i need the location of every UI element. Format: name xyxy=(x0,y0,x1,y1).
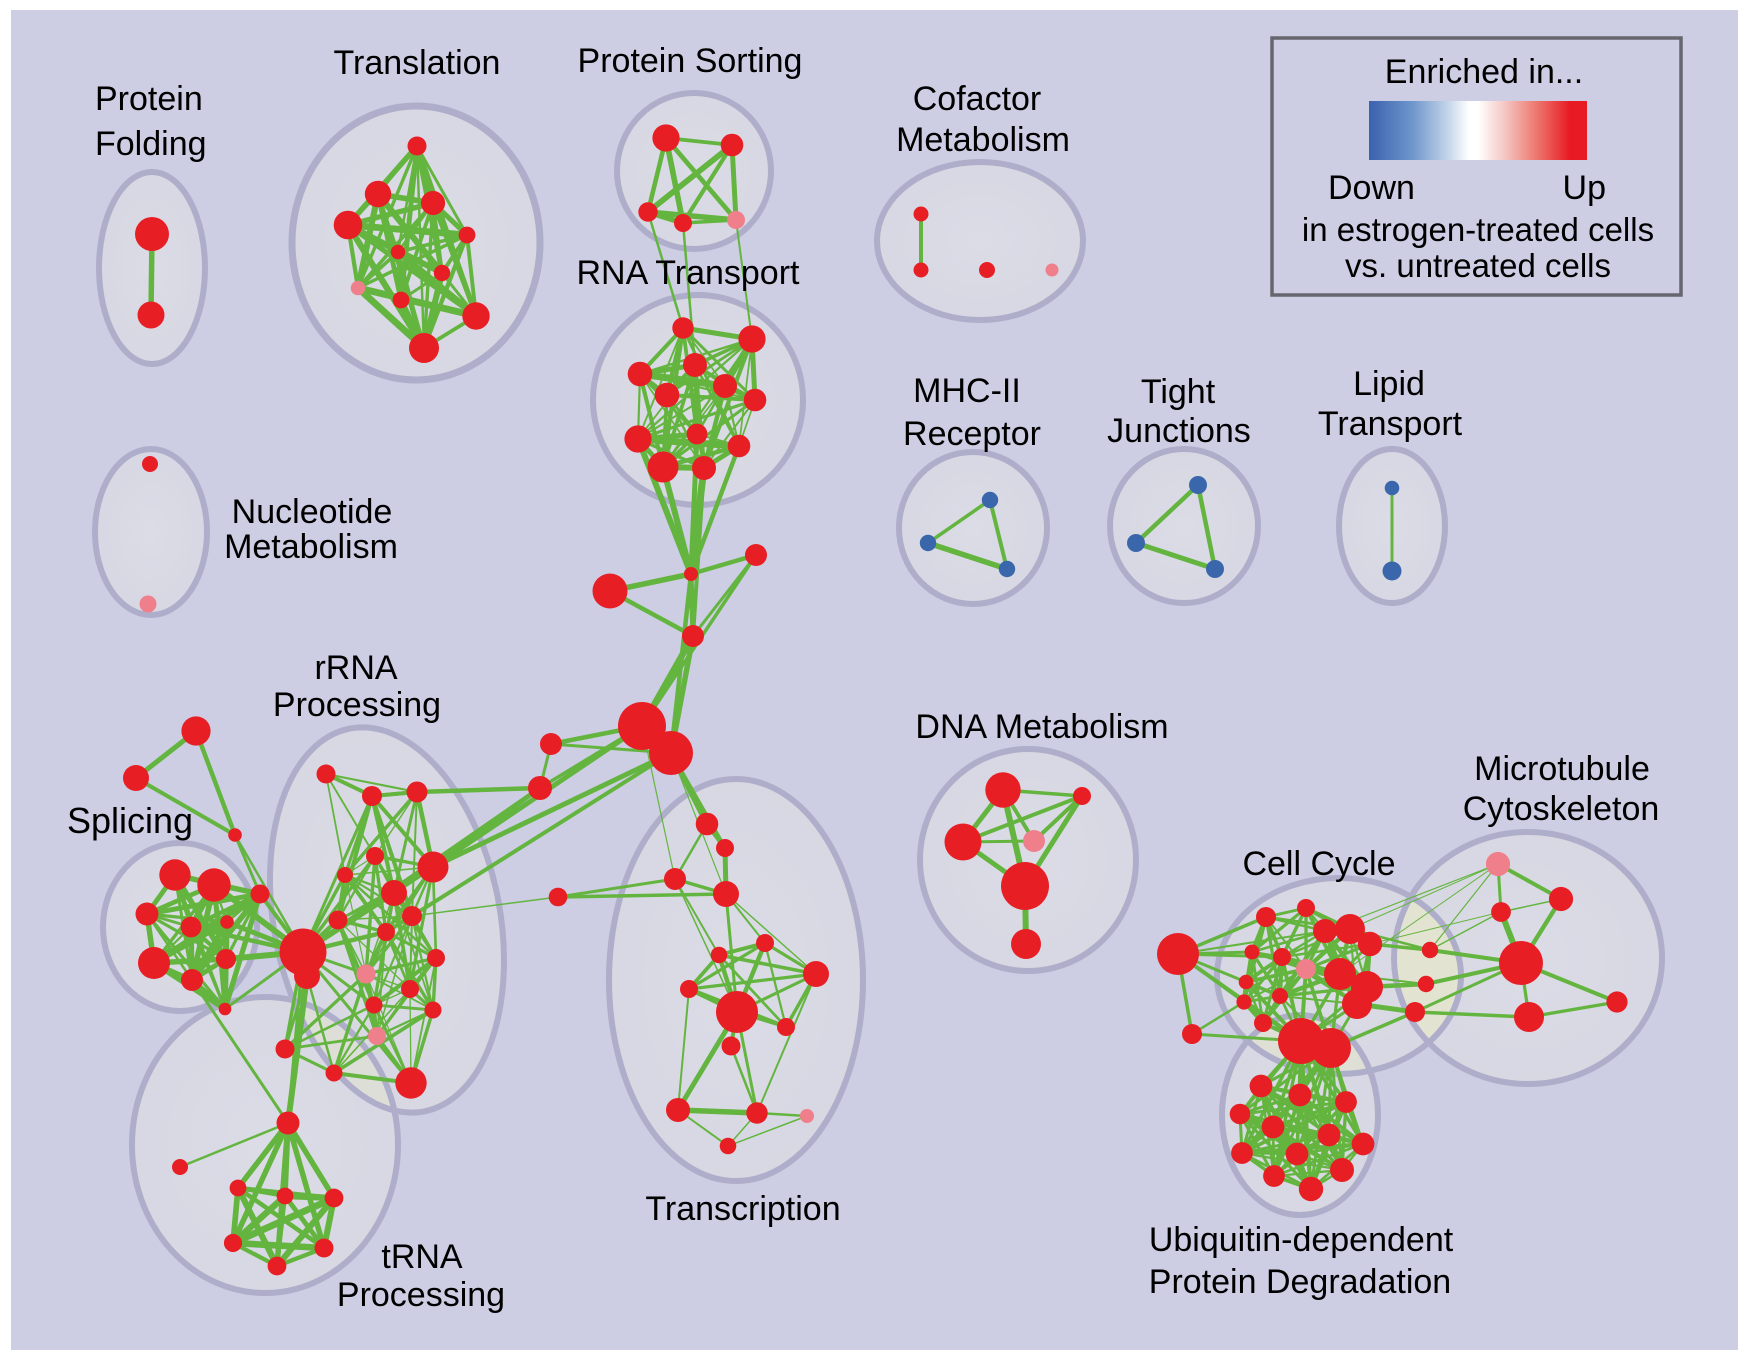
svg-text:Processing: Processing xyxy=(337,1276,505,1314)
svg-text:Microtubule: Microtubule xyxy=(1474,750,1650,788)
svg-text:Enriched in...: Enriched in... xyxy=(1385,53,1583,91)
svg-text:Nucleotide: Nucleotide xyxy=(232,493,393,531)
svg-text:Translation: Translation xyxy=(334,44,501,82)
svg-text:rRNA: rRNA xyxy=(314,649,397,687)
svg-text:Junctions: Junctions xyxy=(1107,412,1251,450)
svg-text:Receptor: Receptor xyxy=(903,415,1041,453)
svg-text:Transport: Transport xyxy=(1318,405,1463,443)
svg-text:Tight: Tight xyxy=(1141,373,1216,411)
svg-text:Folding: Folding xyxy=(95,125,207,163)
svg-text:Up: Up xyxy=(1563,169,1606,207)
svg-text:MHC-II: MHC-II xyxy=(913,372,1021,410)
svg-text:Cytoskeleton: Cytoskeleton xyxy=(1463,790,1660,828)
svg-text:Protein: Protein xyxy=(95,80,203,118)
svg-text:DNA Metabolism: DNA Metabolism xyxy=(915,708,1168,746)
svg-text:RNA Transport: RNA Transport xyxy=(577,254,801,292)
svg-text:Cofactor: Cofactor xyxy=(913,80,1042,118)
svg-text:Processing: Processing xyxy=(273,686,441,724)
svg-text:Transcription: Transcription xyxy=(645,1190,840,1228)
svg-text:tRNA: tRNA xyxy=(381,1238,463,1276)
svg-text:Metabolism: Metabolism xyxy=(224,528,398,566)
svg-text:vs. untreated cells: vs. untreated cells xyxy=(1345,247,1611,284)
svg-text:in estrogen-treated cells: in estrogen-treated cells xyxy=(1302,211,1654,248)
svg-text:Protein Degradation: Protein Degradation xyxy=(1149,1263,1451,1301)
svg-text:Metabolism: Metabolism xyxy=(896,121,1070,159)
svg-text:Splicing: Splicing xyxy=(67,800,193,841)
svg-text:Protein Sorting: Protein Sorting xyxy=(578,42,803,80)
svg-text:Cell Cycle: Cell Cycle xyxy=(1242,845,1395,883)
svg-text:Lipid: Lipid xyxy=(1353,365,1425,403)
svg-text:Ubiquitin-dependent: Ubiquitin-dependent xyxy=(1149,1221,1454,1259)
svg-text:Down: Down xyxy=(1328,169,1415,207)
